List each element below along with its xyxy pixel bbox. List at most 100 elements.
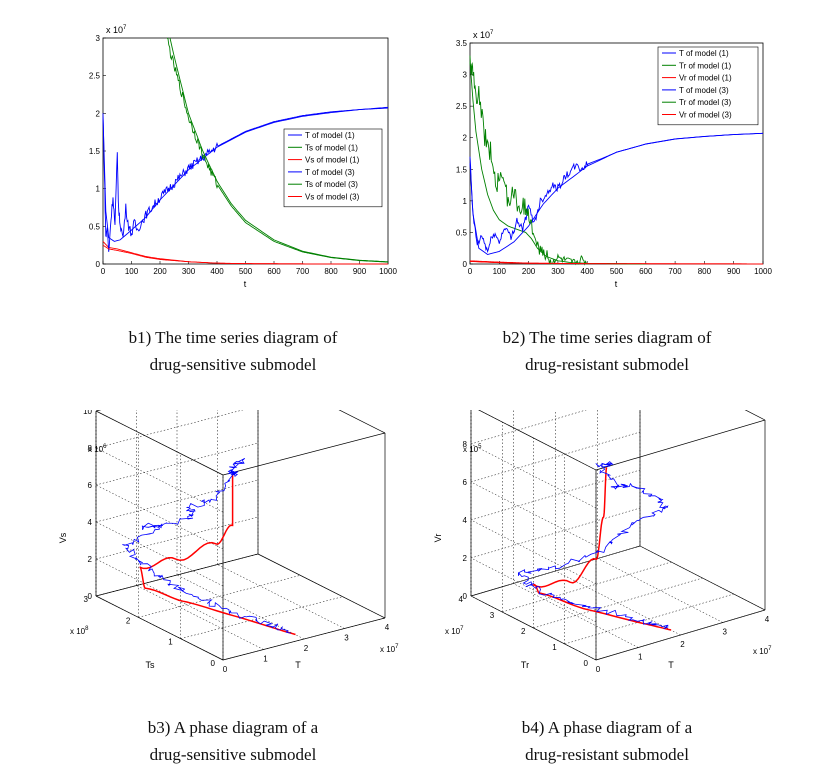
chart-b1-xtick-label: 300 [182,267,196,276]
chart-b1-legend-entry: Ts of model (3) [305,180,358,189]
chart-b3-grid-line [95,410,244,449]
chart-b2-xlabel: t [615,279,618,289]
chart-b4-grid-line [533,577,703,629]
chart-b2-legend-entry: Tr of model (1) [679,61,731,70]
chart-b1-xtick-label: 1000 [379,267,397,276]
chart-b1-legend-entry: T of model (3) [305,168,355,177]
chart-b1-series-line [102,244,388,265]
caption-b2-line1: b2) The time series diagram of [502,328,712,347]
chart-b4-grid-line [470,481,597,547]
chart-b1-legend-entry: T of model (1) [305,131,355,140]
chart-b1-xtick-label: 200 [153,267,167,276]
chart-b4-box-edge [595,419,766,471]
chart-b3-grid-line [95,558,224,624]
chart-b4-grid-line [513,583,639,648]
chart-b2-xtick-label: 500 [610,267,624,276]
chart-b4-grid-line [470,507,641,559]
chart-b1-xtick-label: 900 [353,267,367,276]
chart-b1-ytick-label: 1.5 [89,147,101,156]
chart-b2-legend-entry: Vr of model (3) [679,111,732,120]
chart-b2-xtick-label: 0 [468,267,473,276]
chart-b3-xtick-label: 2 [304,644,309,653]
chart-b2-legend-entry: T of model (3) [679,86,729,95]
chart-b4-box-edge [478,410,597,471]
chart-b2-xtick-label: 900 [727,267,741,276]
chart-b3-xtick-label: 0 [223,665,228,674]
chart-b2-series-line [469,132,763,254]
chart-b2-legend-entry: T of model (1) [679,49,729,58]
chart-b3-grid-line [136,585,264,650]
chart-b4-grid-line [597,558,723,623]
chart-b3-yexp: x 108 [70,626,89,636]
chart-b3-ztick-label: 2 [88,555,93,564]
chart-b4-ytick-label: 3 [490,611,495,620]
chart-b4-ztick-label: 10 [458,410,467,411]
chart-b3-grid-line [95,447,224,513]
chart-b2: 0 100 200 300 400 500 600 700 800 900 1000 0 0.5 1 1.5… [456,30,773,289]
chart-b1-xlabel: t [244,279,247,289]
caption-b4-line2: drug-resistant submodel [525,745,689,764]
chart-b3-grid-line [95,521,224,587]
chart-b1-series-line [102,107,388,252]
chart-b4-box-edge [595,609,766,661]
chart-b3-ztick-label: 8 [88,444,93,453]
chart-b4-ytick-label: 0 [584,659,589,668]
chart-b3-ztick-label: 4 [88,518,93,527]
chart-b3-xtick-label: 3 [344,634,349,643]
caption-b1: b1) The time series diagram of drug-sens… [68,324,398,378]
chart-b4-ytick-label: 1 [552,643,557,652]
chart-b3-box-edge [222,617,386,661]
chart-b2-ytick-label: 0 [463,260,468,269]
chart-b4-grid-line [470,431,641,483]
chart-b3-box-edge [95,410,224,476]
chart-b4-yexp: x 107 [445,626,464,636]
chart-b4-grid-line [470,519,597,585]
caption-b2: b2) The time series diagram of drug-resi… [442,324,772,378]
chart-b1-ytick-label: 2.5 [89,72,101,81]
chart-b4-xtick-label: 2 [680,640,685,649]
chart-b3-ztick-label: 0 [88,592,93,601]
chart-b2-ytick-label: 2.5 [456,102,468,111]
caption-b3: b3) A phase diagram of a drug-sensitive … [68,714,398,768]
chart-b2-xtick-label: 800 [698,267,712,276]
chart-b2-ytick-label: 1.5 [456,165,468,174]
caption-b1-line1: b1) The time series diagram of [128,328,338,347]
caption-b3-line2: drug-sensitive submodel [149,745,317,764]
chart-b1-xtick-label: 400 [210,267,224,276]
chart-b3-trajectory [122,458,291,634]
chart-b1-xtick-label: 700 [296,267,310,276]
chart-b1-ytick-label: 2 [96,109,101,118]
chart-b4-xtick-label: 3 [723,628,728,637]
chart-b4-box-edge [639,545,766,611]
chart-b2-ytick-label: 3 [463,71,468,80]
chart-b4-xtick-label: 1 [638,653,643,662]
chart-b3-xexp: x 107 [380,644,399,654]
chart-b1: 0 100 200 300 400 500 600 700 800 900 1000 0 0.5 1 1.5… [89,25,398,289]
chart-b3-ztick-label: 6 [88,481,93,490]
chart-b3-ytick-label: 3 [84,595,89,604]
chart-b2-legend-box [657,46,759,126]
chart-b3-xtick-label: 1 [263,655,268,664]
chart-b1-ytick-label: 1 [96,185,101,194]
chart-b3-box-edge [338,410,386,434]
caption-b4: b4) A phase diagram of a drug-resistant … [442,714,772,768]
chart-b3-ytick-label: 0 [211,659,216,668]
chart-b1-xtick-label: 800 [324,267,338,276]
chart-b1-legend-entry: Ts of model (1) [305,143,358,152]
chart-b3-grid-line [180,596,343,639]
chart-b1-xtick-label: 500 [239,267,253,276]
chart-b1-ytick-label: 3 [96,34,101,43]
chart-b4-zlabel: Vr [433,534,443,543]
chart-b1-ytick-label: 0 [96,260,101,269]
caption-b3-line1: b3) A phase diagram of a [147,718,319,737]
chart-b2-xtick-label: 700 [668,267,682,276]
chart-b2-ytick-label: 3.5 [456,39,468,48]
chart-b4-ytick-label: 4 [459,595,464,604]
caption-b4-line1: b4) A phase diagram of a [521,718,693,737]
chart-b4-xtick-label: 0 [596,665,601,674]
chart-b3-ytick-label: 1 [168,638,173,647]
chart-b4-ytick-label: 2 [521,627,526,636]
chart-b4-ztick-label: 0 [463,592,468,601]
chart-b2-xtick-label: 400 [581,267,595,276]
chart-b4-grid-line [470,469,641,521]
